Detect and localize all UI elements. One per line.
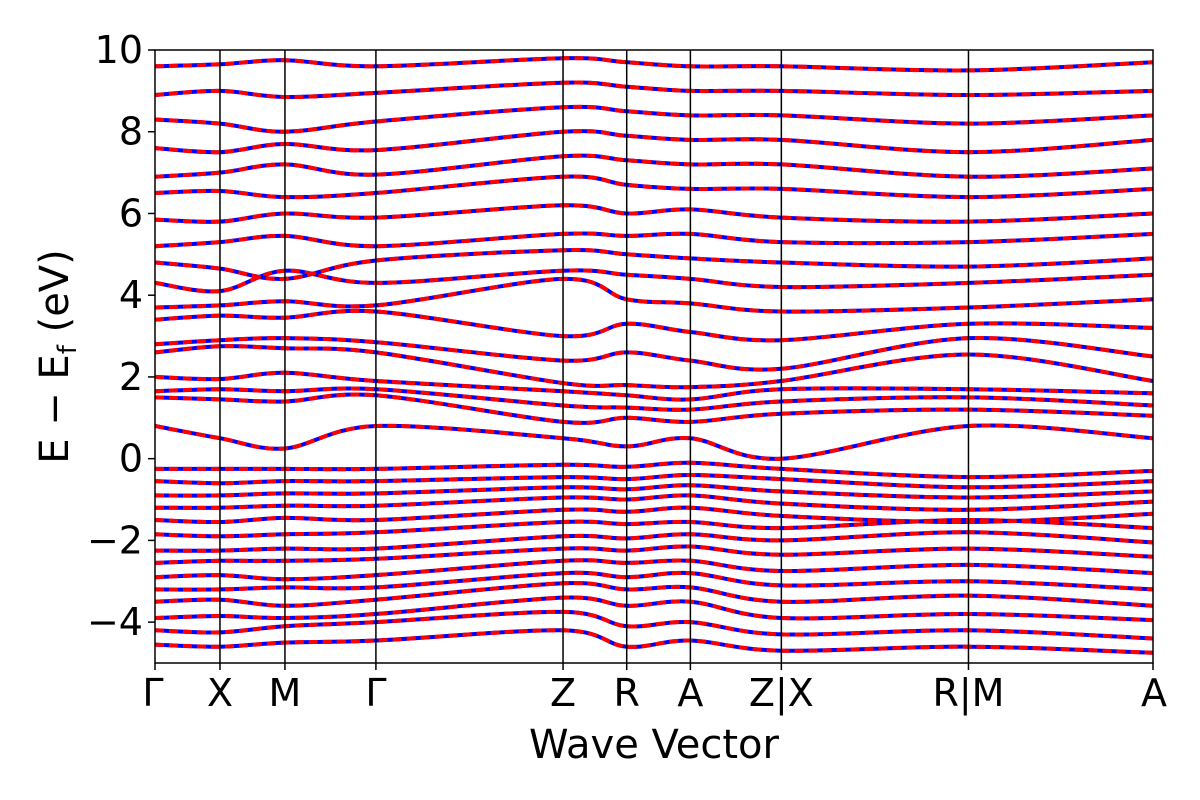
band-line-spin-down	[155, 335, 1153, 372]
band-line-spin-down	[155, 628, 1153, 655]
band-line-spin-up	[155, 344, 1153, 390]
band-line-spin-up	[155, 595, 1153, 623]
x-axis-ticks: Γ X M Γ Z R A Z|X R|M A	[142, 663, 1167, 716]
band-line-spin-up	[155, 472, 1153, 490]
band-line-spin-up	[155, 493, 1153, 512]
x-tick-label: X	[207, 671, 233, 715]
x-tick-label: Z|X	[749, 671, 814, 716]
band-line-spin-up	[155, 308, 1153, 343]
band-line-spin-down	[155, 129, 1153, 155]
y-tick-label: 0	[119, 437, 143, 481]
band-line-spin-up	[155, 628, 1153, 655]
y-tick-label: −4	[87, 600, 143, 644]
band-line-spin-up	[155, 80, 1153, 100]
band-line-spin-down	[155, 308, 1153, 343]
x-tick-label: Z	[550, 671, 576, 715]
band-line-spin-up	[155, 581, 1153, 608]
x-tick-label: R|M	[932, 671, 1004, 716]
x-tick-label: R	[614, 671, 640, 715]
band-line-spin-up	[155, 423, 1153, 461]
band-line-spin-up	[155, 56, 1153, 73]
band-line-spin-down	[155, 231, 1153, 249]
y-axis-label-subscript: f	[53, 344, 83, 354]
band-line-spin-up	[155, 609, 1153, 641]
band-line-spin-down	[155, 460, 1153, 480]
band-line-spin-down	[155, 595, 1153, 623]
y-axis-ticks: −4 −2 0 2 4 6 8 10	[87, 28, 155, 644]
plot-frame	[154, 49, 1154, 664]
x-tick-label: M	[269, 671, 302, 715]
band-lines	[155, 56, 1153, 655]
band-line-spin-up	[155, 203, 1153, 224]
y-tick-label: 2	[119, 355, 143, 399]
band-line-spin-up	[155, 558, 1153, 582]
band-line-spin-up	[155, 104, 1153, 134]
band-line-spin-down	[155, 104, 1153, 134]
band-line-spin-up	[155, 570, 1153, 592]
band-line-spin-down	[155, 203, 1153, 224]
band-line-spin-up	[155, 530, 1153, 553]
band-line-spin-up	[155, 335, 1153, 372]
kpoint-separators	[219, 50, 970, 663]
band-line-spin-up	[155, 460, 1153, 480]
band-line-spin-up	[155, 153, 1153, 179]
y-axis-label-main: E − E	[32, 354, 78, 464]
band-line-spin-down	[155, 153, 1153, 179]
band-line-spin-down	[155, 174, 1153, 200]
y-axis-label-unit: (eV)	[32, 249, 78, 345]
band-line-spin-down	[155, 344, 1153, 390]
band-line-spin-up	[155, 248, 1153, 281]
y-tick-label: 6	[119, 191, 143, 235]
x-axis-label: Wave Vector	[529, 722, 780, 768]
y-tick-label: 8	[119, 110, 143, 154]
band-line-spin-up	[155, 370, 1153, 402]
band-line-spin-down	[155, 80, 1153, 100]
band-line-spin-up	[155, 276, 1153, 314]
y-axis-label: E − Ef (eV)	[32, 249, 83, 464]
x-tick-label: Γ	[142, 671, 163, 715]
band-line-spin-down	[155, 56, 1153, 73]
y-tick-label: 10	[95, 28, 143, 72]
band-line-spin-up	[155, 483, 1153, 500]
band-line-spin-up	[155, 231, 1153, 249]
band-line-spin-up	[155, 129, 1153, 155]
x-tick-label: A	[1141, 671, 1167, 715]
band-line-spin-up	[155, 386, 1153, 412]
band-line-spin-up	[155, 505, 1153, 525]
band-line-spin-up	[155, 544, 1153, 565]
y-tick-label: 4	[119, 273, 143, 317]
x-tick-label: Γ	[365, 671, 386, 715]
band-line-spin-up	[155, 174, 1153, 200]
band-line-spin-up	[155, 392, 1153, 425]
x-tick-label: A	[677, 671, 703, 715]
y-tick-label: −2	[87, 518, 143, 562]
band-line-spin-up	[155, 268, 1153, 294]
